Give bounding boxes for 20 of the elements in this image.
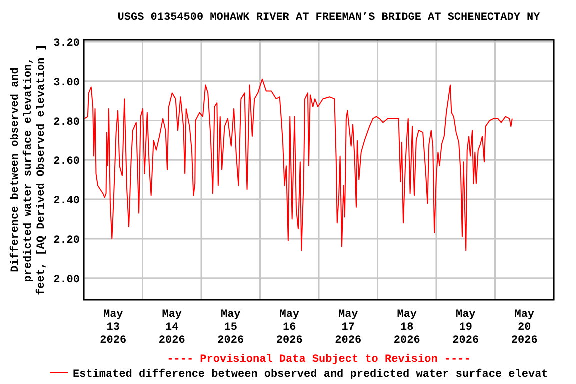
y-tick-label: 2.80 [54, 116, 80, 129]
y-tick-label: 3.00 [54, 77, 80, 90]
x-tick-label: May 16 2026 [276, 309, 303, 347]
y-tick-label: 2.40 [54, 196, 80, 208]
y-tick-label: 2.20 [54, 234, 80, 247]
x-tick-label: May 15 2026 [218, 309, 244, 347]
y-tick-label: 3.20 [54, 38, 80, 50]
chart-title: USGS 01354500 MOHAWK RIVER AT FREEMAN’S BRIDGE AT SCHENECTADY NY [118, 12, 541, 24]
legend-label: Estimated difference between observed and predicted water surface elevat [73, 368, 548, 381]
x-tick-label: May 13 2026 [100, 309, 127, 347]
x-tick-label: May 19 2026 [452, 309, 480, 347]
x-tick-label: May 17 2026 [335, 309, 362, 347]
text: ---- Provisional Data Subject to Revision ---- [167, 354, 471, 366]
y-tick-label: 2.60 [54, 156, 80, 168]
line-series [84, 78, 513, 252]
x-tick-label: May 14 2026 [158, 309, 186, 347]
y-axis-title: Difference between observed and predicted water surface elevation, feet, [AQ Derived Observed elevation ] [9, 44, 48, 296]
x-tick-label: May 20 2026 [511, 309, 538, 347]
x-tick-label: May 18 2026 [394, 309, 420, 347]
y-tick-label: 2.00 [54, 274, 80, 286]
